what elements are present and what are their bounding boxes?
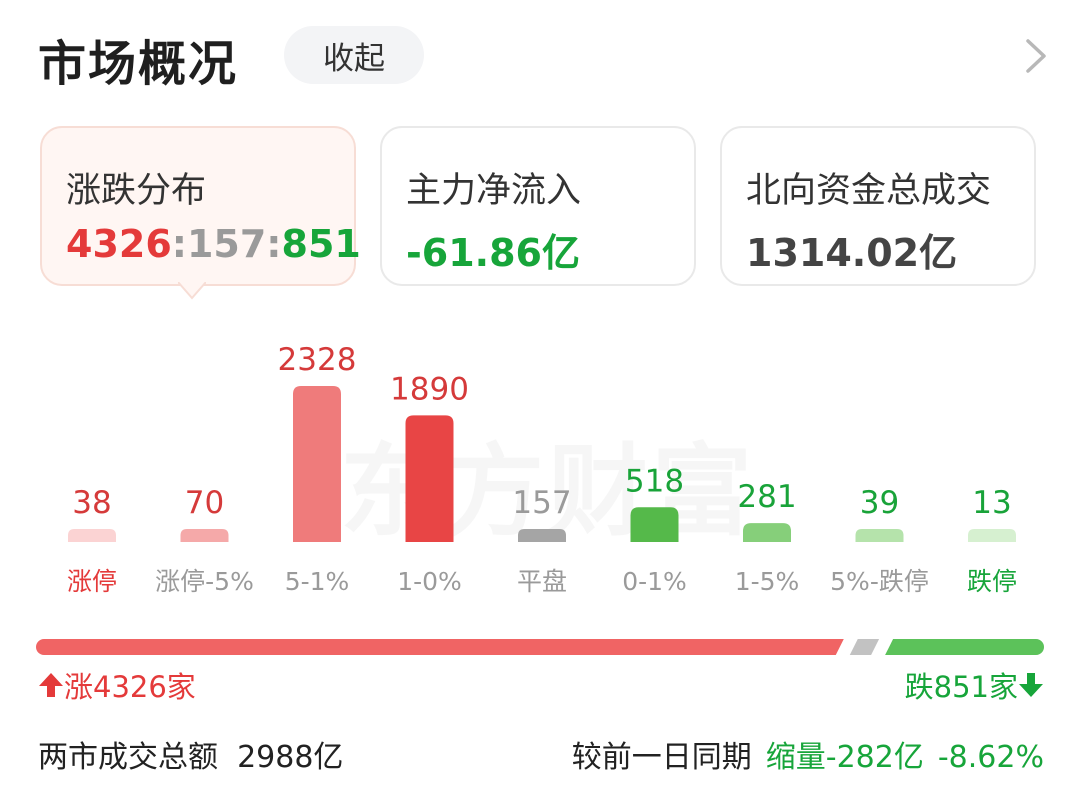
bar-6[interactable] — [743, 523, 791, 542]
category-label: 平盘 — [517, 567, 567, 596]
bar-5[interactable] — [630, 507, 679, 542]
northbound-value: 1314.02亿 — [746, 231, 958, 275]
turnover-summary: 两市成交总额 2988亿 — [38, 732, 343, 776]
compare-label: 较前一日同期 — [571, 740, 752, 775]
bar-4[interactable] — [518, 529, 566, 542]
category-label: 1-0% — [397, 567, 462, 596]
collapse-button[interactable]: 收起 — [284, 26, 424, 84]
down-count-text: 跌851家 — [904, 670, 1018, 704]
bar-8[interactable] — [968, 529, 1016, 542]
turnover-label: 两市成交总额 — [38, 740, 218, 775]
separator: : — [171, 222, 187, 266]
stat-card-main-inflow[interactable]: 主力净流入 -61.86亿 — [380, 126, 696, 286]
category-label: 1-5% — [735, 567, 800, 596]
chevron-right-icon[interactable] — [1016, 36, 1056, 76]
category-label: 5-1% — [285, 567, 350, 596]
bar-value-label: 157 — [512, 485, 571, 521]
bar-value-label: 281 — [737, 479, 796, 515]
bar-value-label: 2328 — [278, 342, 357, 378]
down-count-label: 跌851家 — [905, 664, 1044, 706]
bar-3[interactable] — [405, 415, 454, 542]
stat-label: 主力净流入 — [406, 171, 582, 211]
stat-card-distribution[interactable]: 涨跌分布 4326:157:851 — [40, 126, 361, 286]
up-count: 4326 — [66, 222, 172, 266]
stat-card-northbound[interactable]: 北向资金总成交 1314.02亿 — [720, 126, 1036, 286]
page-title: 市场概况 — [38, 36, 239, 92]
up-segment — [36, 639, 844, 655]
stat-label: 涨跌分布 — [66, 171, 207, 211]
category-label: 0-1% — [622, 567, 687, 596]
bar-2[interactable] — [293, 386, 341, 542]
up-count-text: 涨4326家 — [64, 670, 196, 704]
bar-value-label: 1890 — [390, 371, 469, 407]
category-label: 跌停 — [967, 567, 1017, 596]
category-label: 涨停 — [67, 567, 117, 596]
arrow-up-icon — [39, 673, 63, 697]
arrow-down-icon — [1019, 673, 1043, 697]
bar-7[interactable] — [855, 529, 904, 542]
active-pointer — [178, 282, 206, 300]
main-inflow-value: -61.86亿 — [406, 231, 580, 275]
bar-value-label: 70 — [185, 485, 224, 521]
flat-count: 157 — [186, 222, 267, 266]
bar-1[interactable] — [180, 529, 229, 542]
category-label: 涨停-5% — [155, 567, 254, 596]
change-pct: -8.62% — [937, 740, 1044, 775]
category-label: 5%-跌停 — [830, 567, 929, 596]
distribution-bar-chart: 38 涨停 70 涨停-5% 2328 5-1% 1890 1-0% 157 平盘 518 0-1% 2… — [67, 342, 1017, 596]
bar-value-label: 38 — [72, 485, 111, 521]
down-segment — [885, 639, 1044, 655]
bar-value-label: 13 — [972, 485, 1011, 521]
up-count-label: 涨4326家 — [38, 664, 196, 706]
bar-0[interactable] — [68, 529, 116, 542]
down-count: 851 — [281, 222, 361, 266]
turnover-value: 2988亿 — [237, 740, 344, 775]
change-amount: 缩量-282亿 — [765, 740, 924, 775]
bar-value-label: 518 — [625, 463, 684, 499]
distribution-value: 4326:157:851 — [66, 222, 361, 266]
stat-label: 北向资金总成交 — [746, 171, 992, 211]
flat-segment — [849, 639, 880, 655]
turnover-comparison: 较前一日同期 缩量-282亿 -8.62% — [572, 732, 1044, 776]
up-down-ratio-bar — [36, 639, 1044, 655]
separator: : — [266, 222, 282, 266]
bar-value-label: 39 — [860, 485, 899, 521]
